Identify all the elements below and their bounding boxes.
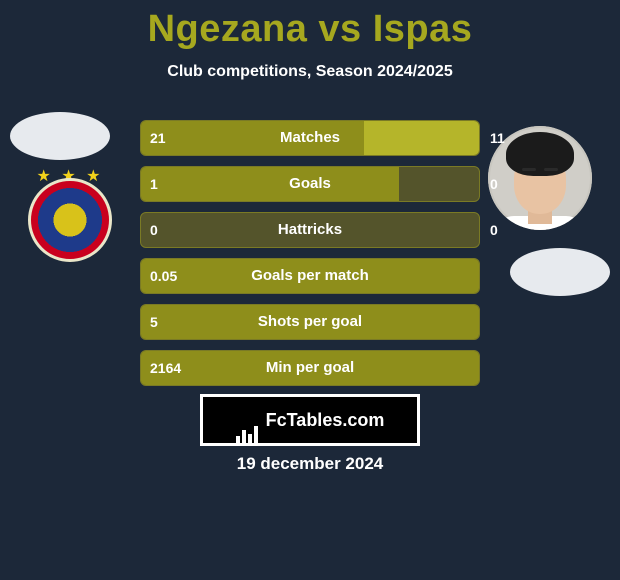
stat-label: Goals	[140, 166, 480, 202]
stat-row: 2164Min per goal	[140, 350, 480, 386]
stat-label: Shots per goal	[140, 304, 480, 340]
stats-comparison: 21Matches11 1Goals0 0Hattricks0 0.05Goals p…	[140, 120, 480, 396]
player-left-avatar-placeholder	[10, 112, 110, 160]
logo-text: FcTables.com	[266, 410, 385, 430]
fctables-logo: FcTables.com	[200, 394, 420, 446]
stat-row: 0.05Goals per match	[140, 258, 480, 294]
stat-label: Matches	[140, 120, 480, 156]
bar-chart-icon	[236, 398, 260, 444]
stat-row: 1Goals0	[140, 166, 480, 202]
date-caption: 19 december 2024	[0, 454, 620, 474]
stat-value-right: 0	[484, 212, 554, 248]
page-title: Ngezana vs Ispas	[0, 0, 620, 51]
stat-label: Goals per match	[140, 258, 480, 294]
club-left-badge	[28, 178, 112, 262]
stat-value-right: 0	[484, 166, 554, 202]
stat-value-right: 11	[484, 120, 554, 156]
stat-row: 21Matches11	[140, 120, 480, 156]
stat-label: Min per goal	[140, 350, 480, 386]
stat-row: 0Hattricks0	[140, 212, 480, 248]
stat-row: 5Shots per goal	[140, 304, 480, 340]
stat-label: Hattricks	[140, 212, 480, 248]
subtitle: Club competitions, Season 2024/2025	[0, 63, 620, 81]
club-right-badge-placeholder	[510, 248, 610, 296]
